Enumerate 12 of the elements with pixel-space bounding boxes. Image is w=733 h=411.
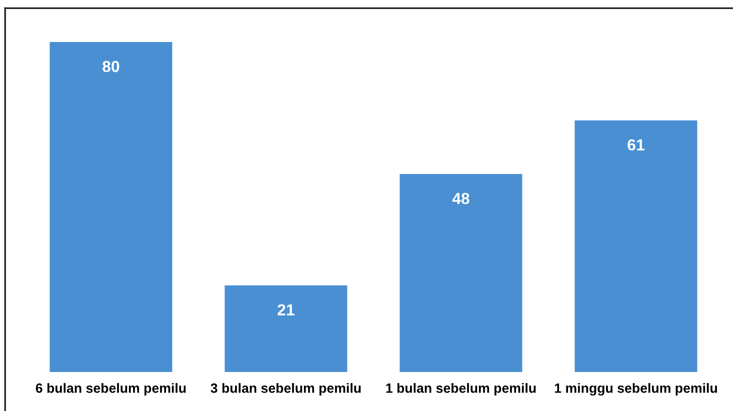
- bar: [574, 120, 698, 372]
- data-label: 80: [102, 60, 120, 72]
- bar: [400, 174, 522, 372]
- x-tick-label: 1 minggu sebelum pemilu: [554, 383, 717, 396]
- x-tick-label: 3 bulan sebelum pemilu: [210, 383, 361, 396]
- x-tick-label: 1 bulan sebelum pemilu: [386, 383, 536, 396]
- x-tick-label: 6 bulan sebelum pemilu: [36, 383, 186, 396]
- data-label: 21: [278, 304, 294, 316]
- data-label: 61: [628, 139, 644, 151]
- bar: [224, 285, 348, 372]
- data-label: 48: [452, 192, 470, 204]
- bar: [50, 42, 172, 372]
